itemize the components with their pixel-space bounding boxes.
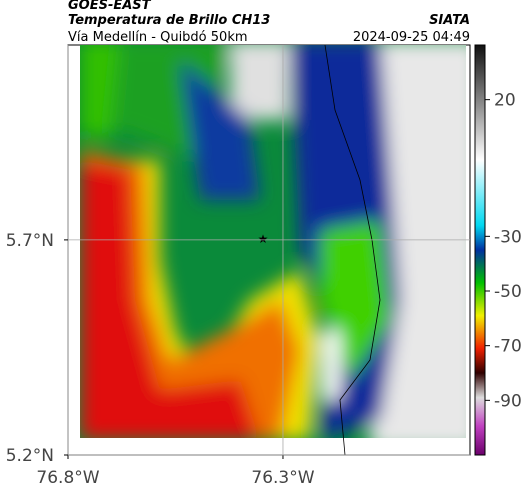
y-tick-label: 5.2°N — [6, 446, 54, 466]
y-tick-label: 5.7°N — [6, 231, 54, 251]
colorbar-tick-label: -90 — [494, 391, 522, 411]
subtitle: Temperatura de Brillo CH13 — [68, 13, 270, 28]
colorbar-tick-label: -30 — [494, 227, 522, 247]
x-tick-label: 76.3°W — [251, 468, 314, 488]
colorbar-tick-label: -70 — [494, 337, 522, 357]
x-tick-label: 76.8°W — [36, 468, 99, 488]
route: Vía Medellín - Quibdó 50km — [68, 30, 248, 45]
title: GOES-EAST — [68, 0, 152, 13]
city-marker: ★ — [258, 232, 269, 246]
colorbar-tick-label: 20 — [494, 91, 516, 111]
coastline — [324, 44, 381, 456]
colorbar-tick-label: -50 — [494, 282, 522, 302]
colorbar — [474, 44, 486, 456]
datetime: 2024-09-25 04:49 — [353, 30, 470, 45]
source: SIATA — [429, 13, 470, 28]
imagery — [80, 45, 466, 438]
